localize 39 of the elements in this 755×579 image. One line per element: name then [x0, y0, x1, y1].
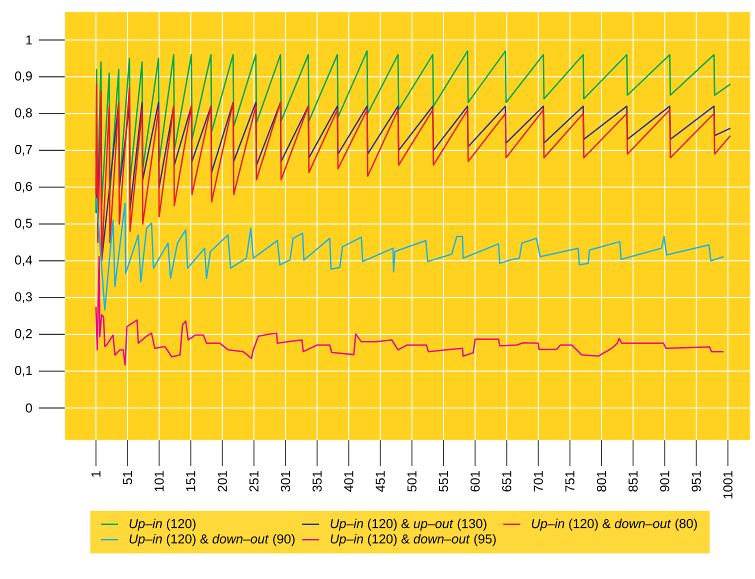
- x-tick-label: 501: [407, 471, 417, 492]
- x-tick-label: 601: [470, 471, 480, 492]
- x-tick-label: 651: [502, 471, 512, 492]
- x-tick-label: 801: [596, 471, 606, 492]
- y-tick-label: 0,3: [14, 292, 32, 303]
- x-tick-label: 451: [376, 471, 385, 492]
- legend-label: Up–in (120) & down–out (90): [130, 534, 295, 546]
- y-tick-label: 0,9: [14, 71, 32, 82]
- x-tick-label: 951: [692, 471, 701, 492]
- y-tick-label: 1: [26, 36, 32, 44]
- y-tick-label: 0,1: [14, 366, 32, 377]
- x-tick-label: 751: [565, 471, 574, 492]
- x-tick-label: 901: [660, 471, 670, 492]
- x-tick-label: 851: [628, 471, 638, 492]
- line-series: [96, 198, 724, 311]
- y-tick-label: 0,5: [14, 218, 32, 230]
- line-series: [95, 256, 724, 366]
- x-tick-label: 101: [154, 471, 164, 492]
- x-tick-label: 251: [249, 471, 259, 492]
- x-tick-label: 1001: [723, 471, 732, 498]
- x-tick-label: 151: [186, 471, 196, 492]
- legend-label: Up–in (120) & down–out (95): [330, 534, 496, 546]
- x-tick-label: 51: [123, 471, 132, 484]
- x-tick-label: 201: [218, 471, 227, 492]
- y-tick-label: 0,8: [14, 108, 32, 119]
- y-tick-label: 0,2: [14, 329, 32, 340]
- legend-label: Up–in (120): [130, 518, 196, 531]
- x-tick-label: 551: [439, 471, 448, 492]
- x-tick-label: 401: [344, 471, 354, 492]
- x-tick-label: 701: [534, 471, 543, 492]
- y-tick-label: 0,4: [14, 255, 32, 266]
- x-tick-label: 301: [280, 471, 290, 492]
- x-tick-label: 1: [92, 471, 100, 477]
- legend-label: Up–in (120) & up–out (130): [330, 518, 486, 531]
- y-tick-label: 0,7: [14, 145, 32, 156]
- x-tick-label: 351: [312, 471, 322, 492]
- y-tick-label: 0: [26, 403, 32, 413]
- legend-label: Up–in (120) & down–out (80): [532, 518, 697, 531]
- y-tick-label: 0,6: [14, 182, 32, 193]
